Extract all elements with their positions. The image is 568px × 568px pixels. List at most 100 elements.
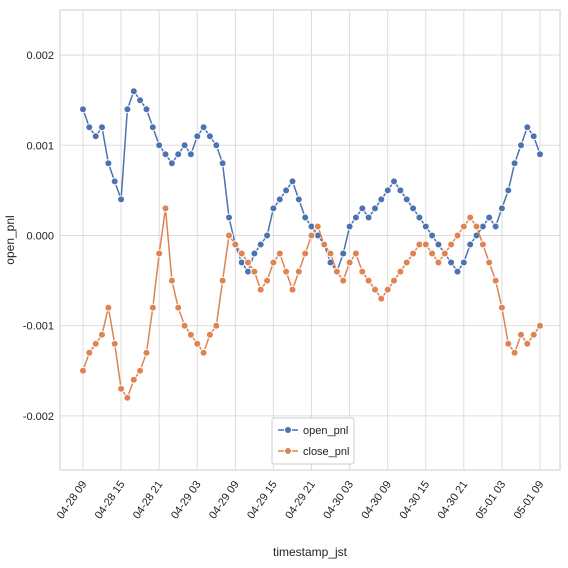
legend-close-marker xyxy=(284,447,292,455)
data-point-close_pnl xyxy=(358,267,367,276)
data-point-open_pnl xyxy=(282,186,291,195)
data-point-close_pnl xyxy=(390,276,398,285)
data-point-close_pnl xyxy=(231,240,240,249)
data-point-close_pnl xyxy=(237,249,246,258)
x-tick-label: 04-30 09 xyxy=(359,479,394,521)
data-point-close_pnl xyxy=(225,231,233,240)
y-tick-label: 0.002 xyxy=(26,50,54,62)
data-point-close_pnl xyxy=(288,285,297,294)
data-point-close_pnl xyxy=(104,303,113,312)
data-point-close_pnl xyxy=(193,339,202,348)
data-point-close_pnl xyxy=(491,276,500,285)
data-point-open_pnl xyxy=(129,87,138,96)
data-point-open_pnl xyxy=(453,267,462,276)
data-point-open_pnl xyxy=(491,222,500,231)
data-point-close_pnl xyxy=(123,393,132,402)
data-point-close_pnl xyxy=(421,240,430,249)
data-point-open_pnl xyxy=(371,204,379,213)
x-axis-ticks: 04-28 09 04-28 15 04-28 21 04-29 03 04-29 09… xyxy=(55,479,547,521)
data-point-open_pnl xyxy=(466,240,475,249)
data-point-open_pnl xyxy=(225,213,233,222)
data-point-close_pnl xyxy=(117,384,126,393)
data-point-close_pnl xyxy=(85,348,94,357)
data-point-open_pnl xyxy=(91,132,100,141)
data-point-open_pnl xyxy=(459,258,468,267)
data-point-open_pnl xyxy=(148,123,157,132)
data-point-open_pnl xyxy=(364,213,373,222)
data-point-open_pnl xyxy=(529,132,538,141)
data-point-open_pnl xyxy=(415,213,424,222)
data-point-open_pnl xyxy=(434,240,443,249)
data-point-close_pnl xyxy=(250,267,259,276)
data-point-close_pnl xyxy=(345,258,354,267)
data-point-open_pnl xyxy=(142,105,151,114)
data-point-close_pnl xyxy=(212,321,221,330)
y-tick-label: -0.001 xyxy=(23,321,54,333)
data-point-open_pnl xyxy=(497,204,506,213)
data-point-open_pnl xyxy=(517,141,525,150)
data-point-open_pnl xyxy=(85,123,94,132)
x-tick-label: 04-29 15 xyxy=(245,479,280,521)
data-point-close_pnl xyxy=(161,204,170,213)
data-point-open_pnl xyxy=(377,195,386,204)
data-point-close_pnl xyxy=(447,240,456,249)
data-point-close_pnl xyxy=(377,294,386,303)
data-point-close_pnl xyxy=(478,240,487,249)
data-point-close_pnl xyxy=(282,267,291,276)
data-point-open_pnl xyxy=(104,159,113,168)
x-tick-label: 04-30 15 xyxy=(397,479,432,521)
data-point-open_pnl xyxy=(218,159,227,168)
data-point-close_pnl xyxy=(313,222,322,231)
data-point-open_pnl xyxy=(358,204,367,213)
y-tick-label: -0.002 xyxy=(23,411,54,423)
data-point-open_pnl xyxy=(390,177,398,186)
series-layer xyxy=(79,87,544,402)
data-point-close_pnl xyxy=(301,249,310,258)
data-point-open_pnl xyxy=(193,132,202,141)
data-point-close_pnl xyxy=(523,339,532,348)
data-point-open_pnl xyxy=(301,213,310,222)
data-point-open_pnl xyxy=(269,204,278,213)
y-tick-label: 0.001 xyxy=(26,140,54,152)
data-point-close_pnl xyxy=(459,222,468,231)
legend: open_pnl close_pnl xyxy=(271,417,355,465)
data-point-close_pnl xyxy=(326,249,335,258)
data-point-open_pnl xyxy=(447,258,456,267)
data-point-open_pnl xyxy=(256,240,265,249)
data-point-open_pnl xyxy=(180,141,189,150)
data-point-close_pnl xyxy=(409,249,418,258)
data-point-open_pnl xyxy=(409,204,418,213)
data-point-open_pnl xyxy=(155,141,164,150)
data-point-close_pnl xyxy=(91,339,100,348)
data-point-close_pnl xyxy=(351,249,360,258)
x-tick-label: 05-01 03 xyxy=(474,479,509,521)
data-point-close_pnl xyxy=(517,330,525,339)
data-point-open_pnl xyxy=(504,186,513,195)
data-point-close_pnl xyxy=(205,330,214,339)
x-tick-label: 05-01 09 xyxy=(512,479,547,521)
x-axis-label: timestamp_jst xyxy=(273,545,348,559)
data-point-open_pnl xyxy=(536,150,544,159)
y-axis-ticks: -0.002 -0.001 0.000 0.001 0.002 xyxy=(23,50,54,423)
data-point-close_pnl xyxy=(142,348,151,357)
data-point-open_pnl xyxy=(250,249,259,258)
data-point-open_pnl xyxy=(510,159,519,168)
data-point-open_pnl xyxy=(523,123,532,132)
x-tick-label: 04-28 09 xyxy=(55,479,90,521)
data-point-open_pnl xyxy=(263,231,272,240)
data-point-close_pnl xyxy=(98,330,106,339)
data-point-close_pnl xyxy=(364,276,373,285)
data-point-close_pnl xyxy=(339,276,348,285)
data-point-close_pnl xyxy=(269,258,278,267)
data-point-close_pnl xyxy=(472,222,481,231)
data-point-open_pnl xyxy=(161,150,170,159)
data-point-close_pnl xyxy=(453,231,462,240)
data-point-close_pnl xyxy=(199,348,208,357)
data-point-open_pnl xyxy=(117,195,126,204)
data-point-close_pnl xyxy=(536,321,544,330)
data-point-close_pnl xyxy=(186,330,195,339)
x-tick-label: 04-28 21 xyxy=(131,479,166,521)
data-point-close_pnl xyxy=(275,249,284,258)
data-point-close_pnl xyxy=(371,285,379,294)
